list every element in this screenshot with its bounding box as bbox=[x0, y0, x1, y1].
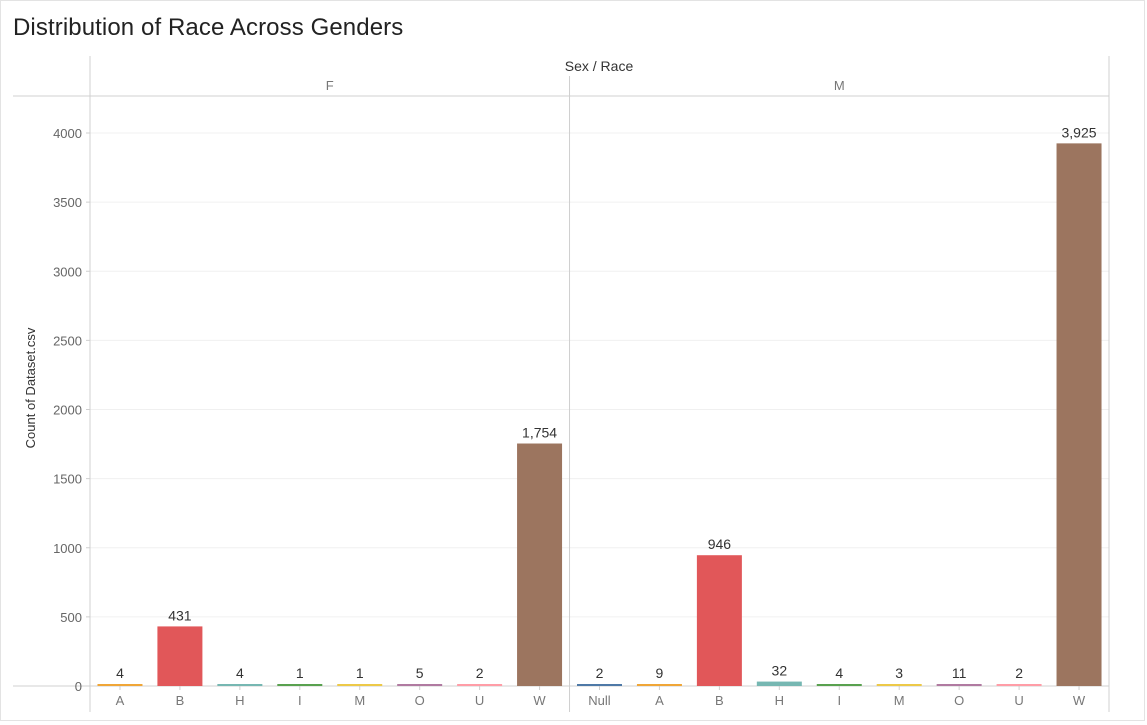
bar[interactable] bbox=[996, 684, 1042, 686]
x-tick-label: O bbox=[415, 693, 425, 708]
data-label: 2 bbox=[476, 665, 484, 681]
y-tick-label: 2500 bbox=[53, 333, 82, 348]
y-tick-label: 2000 bbox=[53, 403, 82, 418]
bar[interactable] bbox=[277, 684, 323, 686]
x-tick-label: M bbox=[354, 693, 365, 708]
bar[interactable] bbox=[577, 684, 622, 686]
data-label: 3 bbox=[895, 665, 903, 681]
data-label: 9 bbox=[656, 665, 664, 681]
data-label: 4 bbox=[835, 665, 843, 681]
bar[interactable] bbox=[97, 684, 143, 686]
y-axis-label: Count of Dataset.csv bbox=[23, 327, 38, 448]
data-label: 946 bbox=[708, 536, 732, 552]
data-label: 1,754 bbox=[522, 425, 557, 441]
bar[interactable] bbox=[217, 684, 263, 686]
panel-f: F 4 A 431 B 4 H 1 I 1 M 5 O 2 U 1,754 W bbox=[97, 78, 563, 708]
data-label: 5 bbox=[416, 665, 424, 681]
x-tick-label: W bbox=[533, 693, 546, 708]
bar[interactable] bbox=[756, 681, 802, 686]
data-label: 2 bbox=[1015, 665, 1023, 681]
bar[interactable] bbox=[816, 684, 862, 686]
gridlines bbox=[90, 132, 1109, 618]
bar[interactable] bbox=[636, 684, 682, 686]
x-tick-label: W bbox=[1073, 693, 1086, 708]
y-axis-ticks: 0 500 1000 1500 2000 2500 3000 3500 4000 bbox=[53, 126, 90, 694]
x-tick-label: B bbox=[715, 693, 724, 708]
x-tick-label: H bbox=[775, 693, 784, 708]
bar[interactable] bbox=[397, 684, 443, 686]
y-tick-label: 3000 bbox=[53, 264, 82, 279]
panel-header: F bbox=[326, 78, 334, 93]
bar[interactable] bbox=[517, 443, 563, 686]
x-tick-label: I bbox=[298, 693, 302, 708]
data-label: 32 bbox=[772, 663, 788, 679]
data-label: 1 bbox=[356, 665, 364, 681]
bar[interactable] bbox=[157, 626, 203, 686]
x-tick-label: I bbox=[837, 693, 841, 708]
chart-title: Distribution of Race Across Genders bbox=[13, 14, 404, 41]
x-tick-label: A bbox=[655, 693, 664, 708]
x-tick-label: M bbox=[894, 693, 905, 708]
x-tick-label: U bbox=[475, 693, 484, 708]
data-label: 4 bbox=[236, 665, 244, 681]
bar[interactable] bbox=[1056, 143, 1102, 686]
y-tick-label: 1500 bbox=[53, 472, 82, 487]
y-tick-label: 3500 bbox=[53, 195, 82, 210]
x-tick-label: H bbox=[235, 693, 244, 708]
x-tick-label: U bbox=[1014, 693, 1023, 708]
y-tick-label: 1000 bbox=[53, 541, 82, 556]
bar[interactable] bbox=[696, 555, 742, 686]
bar[interactable] bbox=[876, 684, 922, 686]
data-label: 431 bbox=[168, 607, 192, 623]
x-tick-label: Null bbox=[588, 693, 611, 708]
x-tick-label: B bbox=[176, 693, 185, 708]
data-label: 4 bbox=[116, 665, 124, 681]
x-tick-label: O bbox=[954, 693, 964, 708]
bar[interactable] bbox=[337, 684, 383, 686]
column-header: Sex / Race bbox=[565, 58, 634, 74]
bar[interactable] bbox=[936, 684, 982, 686]
data-label: 2 bbox=[596, 665, 604, 681]
panel-m: M 2 Null 9 A 946 B 32 H 4 I 3 M 11 O 2 U 3,925 W bbox=[569, 76, 1102, 712]
y-tick-label: 500 bbox=[60, 610, 82, 625]
panel-header: M bbox=[834, 78, 845, 93]
bar[interactable] bbox=[457, 684, 503, 686]
data-label: 1 bbox=[296, 665, 304, 681]
y-tick-label: 0 bbox=[75, 679, 82, 694]
x-tick-label: A bbox=[116, 693, 125, 708]
y-tick-label: 4000 bbox=[53, 126, 82, 141]
data-label: 3,925 bbox=[1062, 124, 1097, 140]
data-label: 11 bbox=[952, 665, 967, 681]
panels: F4A431B4H1I1M5O2U1,754WM2Null9A946B32H4I… bbox=[97, 76, 1102, 712]
